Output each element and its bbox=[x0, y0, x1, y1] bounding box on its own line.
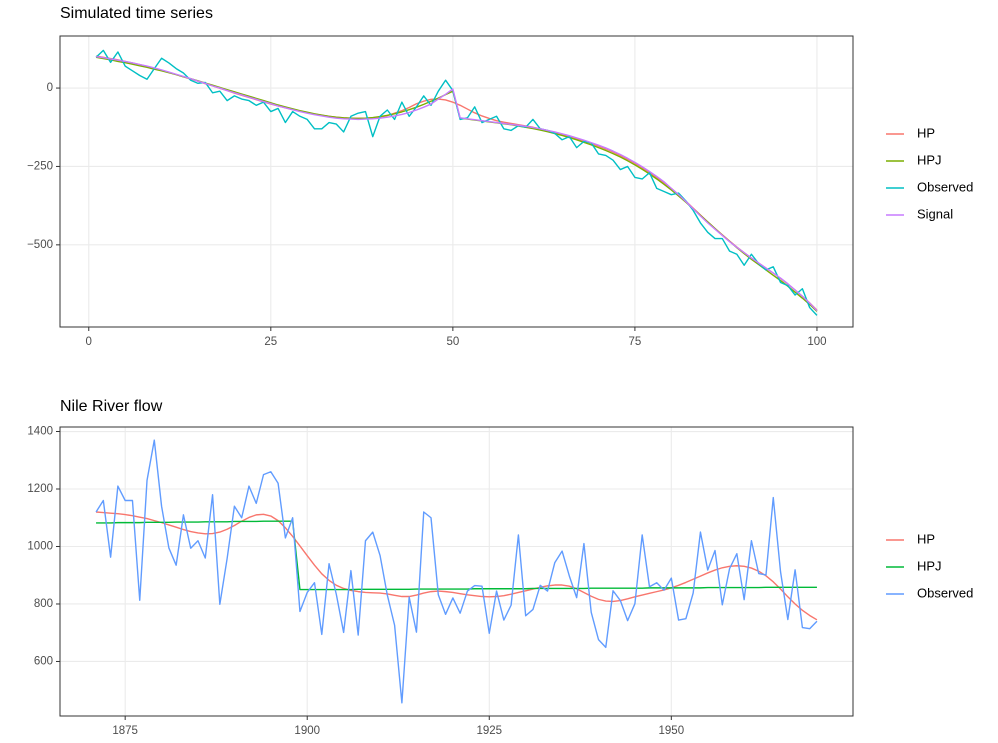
chart-title: Nile River flow bbox=[60, 398, 163, 415]
legend-label: HPJ bbox=[917, 558, 942, 573]
legend-label: Observed bbox=[917, 585, 973, 600]
y-tick-label: 1400 bbox=[27, 426, 53, 438]
legend-label: HP bbox=[917, 125, 935, 140]
series-line bbox=[95, 511, 818, 621]
x-tick-label: 0 bbox=[86, 336, 92, 348]
legend-label: HPJ bbox=[917, 152, 942, 167]
x-tick-label: 1900 bbox=[294, 725, 320, 737]
plot-border bbox=[59, 35, 854, 328]
legend-label: HP bbox=[917, 531, 935, 546]
x-tick-label: 1875 bbox=[112, 725, 138, 737]
y-tick-label: 800 bbox=[34, 598, 53, 610]
series-line bbox=[96, 520, 817, 591]
x-tick-label: 50 bbox=[446, 336, 459, 348]
series-line bbox=[95, 56, 818, 312]
x-tick-label: 25 bbox=[264, 336, 277, 348]
series-line bbox=[95, 439, 818, 704]
y-tick-label: −500 bbox=[27, 239, 53, 251]
plot-background bbox=[60, 36, 853, 327]
y-tick-label: 0 bbox=[47, 82, 53, 94]
y-tick-label: −250 bbox=[27, 160, 53, 172]
chart-title: Simulated time series bbox=[60, 5, 213, 22]
plot-background bbox=[60, 427, 853, 716]
legend-label: Signal bbox=[917, 206, 953, 221]
x-tick-label: 1950 bbox=[659, 725, 685, 737]
y-tick-label: 1000 bbox=[27, 541, 53, 553]
y-tick-label: 600 bbox=[34, 656, 53, 668]
x-tick-label: 75 bbox=[629, 336, 642, 348]
legend-label: Observed bbox=[917, 179, 973, 194]
x-tick-label: 1925 bbox=[476, 725, 502, 737]
y-tick-label: 1200 bbox=[27, 483, 53, 495]
plot-border bbox=[59, 426, 854, 717]
x-tick-label: 100 bbox=[807, 336, 826, 348]
